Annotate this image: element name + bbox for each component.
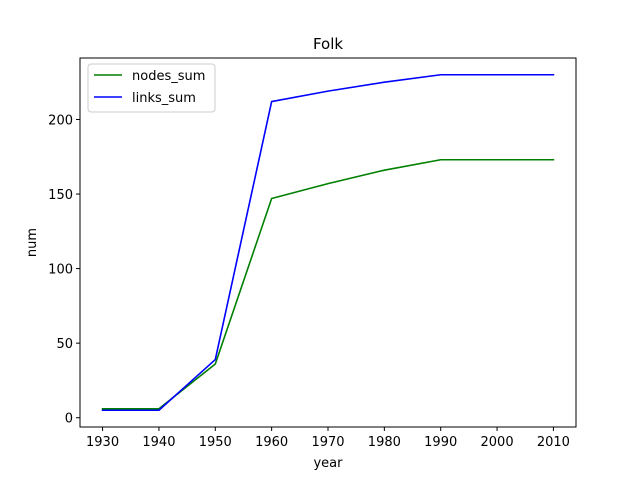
y-axis-label: num <box>25 228 40 257</box>
y-tick-label-200: 200 <box>48 113 73 128</box>
x-tick-label-1980: 1980 <box>368 435 401 450</box>
y-tick-label-50: 50 <box>56 337 73 352</box>
legend-label-nodes_sum: nodes_sum <box>132 69 205 84</box>
y-tick-label-150: 150 <box>48 188 73 203</box>
legend: nodes_sum links_sum <box>87 63 216 113</box>
chart-title: Folk <box>313 35 343 53</box>
y-tick-label-0: 0 <box>65 412 73 427</box>
legend-label-links_sum: links_sum <box>132 91 196 106</box>
x-tick-label-1990: 1990 <box>424 435 457 450</box>
x-tick-label-1960: 1960 <box>255 435 288 450</box>
x-axis-label: year <box>313 456 343 471</box>
x-tick-label-2010: 2010 <box>537 435 570 450</box>
x-tick-label-1930: 1930 <box>86 435 119 450</box>
x-tick-label-2000: 2000 <box>481 435 514 450</box>
series-line-links_sum <box>101 73 555 412</box>
x-tick-label-1970: 1970 <box>311 435 344 450</box>
legend-box <box>87 63 216 113</box>
series-line-nodes_sum <box>101 158 555 410</box>
y-tick-label-100: 100 <box>48 263 73 278</box>
x-tick-label-1950: 1950 <box>199 435 232 450</box>
plot-frame <box>79 57 577 428</box>
x-tick-label-1940: 1940 <box>142 435 175 450</box>
